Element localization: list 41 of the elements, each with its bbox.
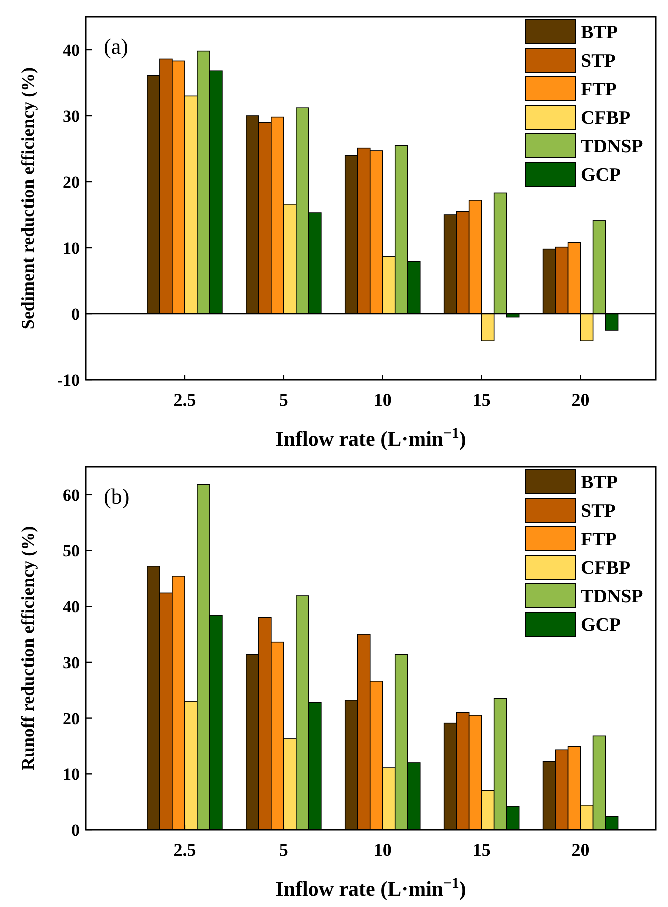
y-tick-label: 40: [63, 40, 80, 60]
y-tick-label: 0: [72, 304, 80, 324]
y-axis-title: Runoff reduction efficiency (%): [18, 526, 38, 771]
y-tick-label: 0: [72, 820, 80, 840]
legend-label: CFBP: [581, 558, 631, 580]
annotation: (a): [104, 34, 128, 59]
x-tick-label: 20: [572, 390, 590, 410]
annotation: (b): [104, 484, 130, 509]
legend-label: BTP: [581, 22, 618, 44]
legend-label: GCP: [581, 615, 622, 636]
legend-label: TDNSP: [581, 586, 644, 608]
legend-label: CFBP: [581, 108, 631, 130]
legend-label: STP: [581, 501, 616, 522]
legend-label: BTP: [581, 472, 618, 494]
y-tick-label: 50: [63, 542, 80, 561]
x-tick-label: 5: [279, 840, 288, 860]
legend-label: FTP: [581, 530, 618, 551]
x-axis-title: Inflow rate (L·min$^{−1}$): [276, 426, 466, 451]
x-axis-title: Inflow rate (L·min$^{−1}$): [276, 876, 466, 901]
x-tick-label: 2.5: [174, 390, 196, 410]
y-tick-label: 30: [63, 653, 80, 672]
x-tick-label: 15: [472, 390, 491, 410]
y-tick-label: 20: [63, 709, 80, 728]
x-tick-label: 15: [472, 840, 491, 860]
legend-label: GCP: [581, 165, 622, 186]
x-tick-label: 10: [374, 390, 392, 410]
y-tick-label: -10: [57, 370, 80, 390]
y-axis-title: Sediment reduction efficiency (%): [18, 67, 38, 330]
legend-label: TDNSP: [581, 136, 644, 158]
y-tick-label: 60: [63, 486, 80, 505]
y-tick-label: 10: [63, 238, 80, 258]
y-tick-label: 40: [63, 598, 80, 617]
legend-label: STP: [581, 51, 616, 72]
legend-label: FTP: [581, 80, 618, 101]
x-tick-label: 5: [279, 390, 288, 410]
y-tick-label: 20: [63, 172, 80, 192]
x-tick-label: 10: [374, 840, 392, 860]
y-tick-label: 10: [63, 765, 80, 784]
x-tick-label: 20: [572, 840, 590, 860]
y-tick-label: 30: [63, 106, 80, 126]
x-tick-label: 2.5: [174, 840, 196, 860]
